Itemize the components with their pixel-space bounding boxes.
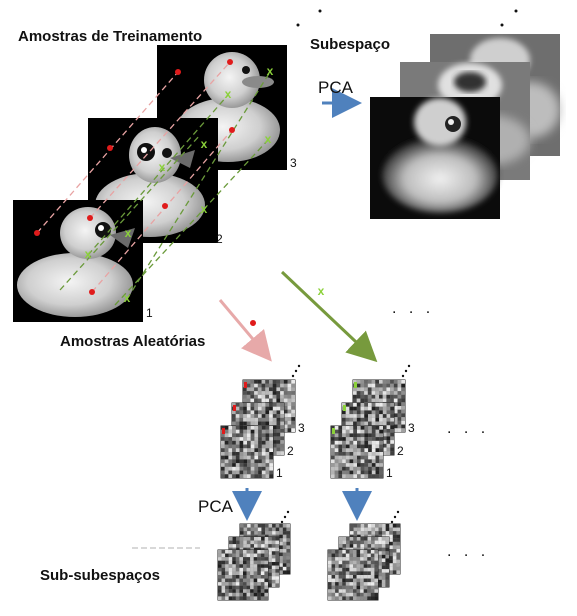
pca-label-top: PCA <box>318 78 353 97</box>
sub-subspace-right-1 <box>327 549 379 601</box>
ellipsis-dots-top <box>296 9 518 27</box>
sub-subspace-left-1 <box>217 549 269 601</box>
ellipsis-middle: . . . <box>392 300 435 317</box>
training-index-2: 2 <box>216 232 223 246</box>
green-sample-cross: x <box>85 247 92 261</box>
patch-left-index-1: 1 <box>276 466 283 480</box>
random-patch-left-1 <box>220 425 274 479</box>
green-sample-cross: x <box>201 137 208 151</box>
sample-markers: x x x x x x x x x x <box>34 59 325 326</box>
ellipsis-sub-subspaces: . . . <box>447 543 490 560</box>
training-index-1: 1 <box>146 306 153 320</box>
green-sample-cross: x <box>159 160 166 174</box>
green-sample-cross: x <box>125 226 132 240</box>
red-sample-point <box>34 230 40 236</box>
green-sample-cross: x <box>318 284 325 298</box>
random-samples-label: Amostras Aleatórias <box>60 333 206 350</box>
green-sample-cross: x <box>265 132 272 146</box>
red-sample-point <box>229 127 235 133</box>
red-sample-point <box>107 145 113 151</box>
training-index-3: 3 <box>290 156 297 170</box>
patch-right-index-3: 3 <box>408 421 415 435</box>
green-sample-cross: x <box>225 87 232 101</box>
random-arrow-green <box>280 270 378 363</box>
red-sample-point <box>162 203 168 209</box>
patch-left-index-2: 2 <box>287 444 294 458</box>
patch-right-index-1: 1 <box>386 466 393 480</box>
red-sample-point <box>89 289 95 295</box>
red-sample-point <box>227 59 233 65</box>
ellipsis-patches: . . . <box>447 420 490 437</box>
red-sample-point <box>250 320 256 326</box>
green-sample-cross: x <box>267 64 274 78</box>
green-sample-cross: x <box>201 202 208 216</box>
subspace-label: Subespaço <box>310 36 391 53</box>
subspace-image-1 <box>370 97 500 219</box>
correspondence-lines <box>36 61 271 306</box>
red-sample-point <box>87 215 93 221</box>
sub-subspaces-label: Sub-subespaços <box>40 567 161 584</box>
training-samples-label: Amostras de Treinamento <box>18 28 203 45</box>
red-sample-point <box>175 69 181 75</box>
pca-label-bottom: PCA <box>198 497 233 516</box>
random-patch-right-1 <box>330 425 384 479</box>
patch-left-index-3: 3 <box>298 421 305 435</box>
green-sample-cross: x <box>124 291 131 305</box>
patch-right-index-2: 2 <box>397 444 404 458</box>
random-arrow-pink <box>218 299 272 362</box>
stack-continuation-dots <box>280 364 411 524</box>
training-image-1 <box>13 200 143 322</box>
patch-stacks <box>217 379 406 601</box>
